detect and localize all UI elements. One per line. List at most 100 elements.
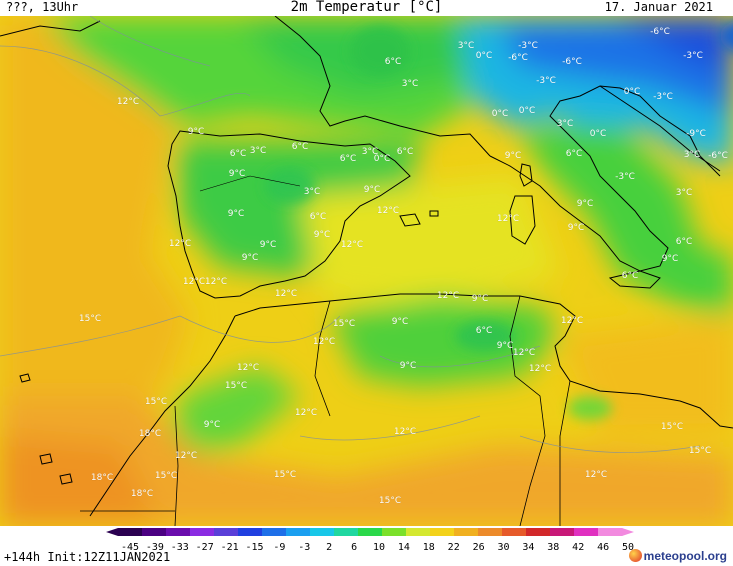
colorbar-tick: -45: [121, 542, 139, 553]
init-time: +144h Init:12Z11JAN2021: [4, 550, 171, 564]
temp-label: 3°C: [250, 146, 267, 156]
temp-label: -3°C: [615, 172, 635, 182]
temp-label: -3°C: [683, 51, 703, 61]
header: ???, 13Uhr 2m Temperatur [°C] 17. Januar…: [0, 0, 733, 16]
temp-label: 3°C: [684, 150, 701, 160]
logo-icon: [628, 549, 642, 562]
colorbar-tick: 2: [326, 542, 332, 553]
temp-label: 15°C: [689, 446, 711, 456]
temp-label: 6°C: [676, 237, 693, 247]
temp-label: 12°C: [295, 408, 317, 418]
colorbar-swatch: [214, 528, 239, 536]
temp-label: 12°C: [529, 364, 551, 374]
temp-label: 15°C: [274, 470, 296, 480]
map-title: 2m Temperatur [°C]: [290, 0, 443, 15]
temp-label: -3°C: [536, 76, 556, 86]
temp-label: 15°C: [379, 496, 401, 506]
temp-label: 9°C: [242, 253, 259, 263]
colorbar-swatch: [118, 528, 143, 536]
temp-label: -6°C: [708, 151, 728, 161]
temp-label: 12°C: [561, 316, 583, 326]
temp-label: 9°C: [228, 209, 245, 219]
colorbar-tick: -15: [245, 542, 263, 553]
temp-label: 3°C: [402, 79, 419, 89]
temp-label: 9°C: [260, 240, 277, 250]
temp-label: 9°C: [188, 127, 205, 137]
temp-label: 6°C: [310, 212, 327, 222]
temp-label: 15°C: [155, 471, 177, 481]
temp-label: -3°C: [653, 92, 673, 102]
colorbar-swatch: [502, 528, 527, 536]
colorbar-tick: -39: [146, 542, 164, 553]
colorbar-tick: 10: [373, 542, 385, 553]
colorbar-swatch: [406, 528, 431, 536]
colorbar-swatch: [550, 528, 575, 536]
temp-label: 9°C: [314, 230, 331, 240]
temp-label: 15°C: [145, 397, 167, 407]
colorbar-swatch: [262, 528, 287, 536]
colorbar-tick: 46: [597, 542, 609, 553]
temp-label: 6°C: [566, 149, 583, 159]
temp-label: 12°C: [377, 206, 399, 216]
colorbar-swatch: [454, 528, 479, 536]
temp-label: 12°C: [237, 363, 259, 373]
colorbar-tick: 6: [351, 542, 357, 553]
temp-label: 9°C: [497, 341, 514, 351]
temp-label: 12°C: [394, 427, 416, 437]
colorbar-tick: -9: [273, 542, 285, 553]
temp-label: 9°C: [577, 199, 594, 209]
colorbar-tick: -21: [221, 542, 239, 553]
temp-label: -9°C: [686, 129, 706, 139]
colorbar-tick: 18: [423, 542, 435, 553]
temp-label: 9°C: [400, 361, 417, 371]
color-scale: -45 -39 -33 -27 -21 -15 -9 -3 2 6 10 14 18 22 26 30 34 38…: [106, 528, 634, 553]
temp-label: 15°C: [79, 314, 101, 324]
colorbar-swatch: [358, 528, 383, 536]
colorbar-tick: -27: [196, 542, 214, 553]
temp-label: 12°C: [341, 240, 363, 250]
temp-label: -6°C: [508, 53, 528, 63]
colorbar-swatch: [310, 528, 335, 536]
temp-label: 0°C: [624, 87, 641, 97]
colorbar-tick: 22: [448, 542, 460, 553]
temp-label: 12°C: [183, 277, 205, 287]
temp-label: -6°C: [562, 57, 582, 67]
colorbar-tick: 42: [572, 542, 584, 553]
temp-label: 0°C: [590, 129, 607, 139]
colorbar-swatch: [142, 528, 167, 536]
temp-label: 9°C: [229, 169, 246, 179]
colorbar-swatch: [334, 528, 359, 536]
temp-label: 9°C: [204, 420, 221, 430]
temp-label: -6°C: [650, 27, 670, 37]
colorbar-tick: 38: [547, 542, 559, 553]
colorbar-tick: 34: [522, 542, 534, 553]
temp-label: 12°C: [175, 451, 197, 461]
temp-label: 3°C: [458, 41, 475, 51]
colorbar-swatch: [574, 528, 599, 536]
footer: -45 -39 -33 -27 -21 -15 -9 -3 2 6 10 14 18 22 26 30 34 38…: [0, 526, 733, 566]
colorbar-tick: 50: [622, 542, 634, 553]
brand-logo[interactable]: meteopool.org: [628, 549, 727, 563]
temp-label: 12°C: [497, 214, 519, 224]
temp-label: 9°C: [662, 254, 679, 264]
temp-label: 12°C: [313, 337, 335, 347]
colorbar-swatch: [238, 528, 263, 536]
temp-label: 12°C: [275, 289, 297, 299]
temp-label: 18°C: [131, 489, 153, 499]
temp-label: 3°C: [557, 119, 574, 129]
colorbar-swatch: [526, 528, 551, 536]
colorbar-tick: 14: [398, 542, 410, 553]
temp-label: 6°C: [397, 147, 414, 157]
temp-label: 12°C: [437, 291, 459, 301]
temp-label: 0°C: [492, 109, 509, 119]
temp-label: 3°C: [676, 188, 693, 198]
temp-label: 9°C: [364, 185, 381, 195]
temp-label: 12°C: [117, 97, 139, 107]
temp-label: -3°C: [518, 41, 538, 51]
temp-label: 12°C: [513, 348, 535, 358]
temp-label: 12°C: [169, 239, 191, 249]
brand-name: meteopool.org: [643, 549, 727, 563]
temp-label: 0°C: [476, 51, 493, 61]
valid-time: ???, 13Uhr: [6, 0, 79, 14]
temp-label: 15°C: [333, 319, 355, 329]
